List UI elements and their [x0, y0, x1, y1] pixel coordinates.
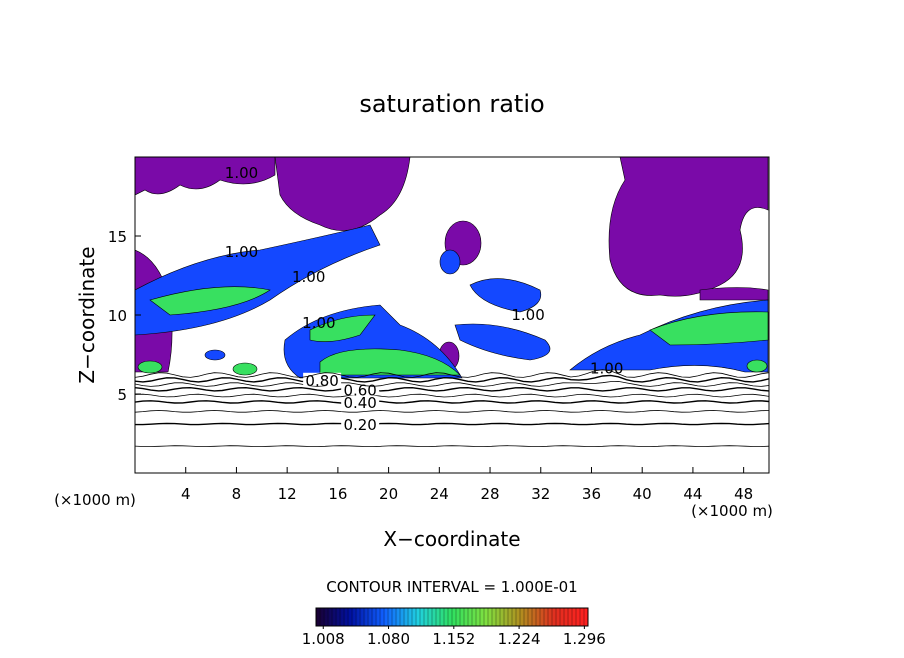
- x-tick-label: 16: [328, 485, 347, 503]
- contour-label-bg: [303, 372, 342, 386]
- y-axis-label: Z−coordinate: [75, 246, 99, 383]
- contour-line: [135, 410, 769, 413]
- y-tick-label: 5: [117, 386, 127, 404]
- x-tick-label: 44: [683, 485, 702, 503]
- x-tick-label: 24: [430, 485, 449, 503]
- colorbar-tick-label: 1.224: [498, 630, 541, 648]
- contour-label: 0.80: [305, 372, 338, 390]
- contour-line: [135, 445, 769, 447]
- y-tick-label: 10: [108, 307, 127, 325]
- x-tick-label: 4: [181, 485, 191, 503]
- contour-label: 0.40: [343, 394, 376, 412]
- contour-label-bg: [341, 417, 380, 431]
- x-tick-label: 32: [531, 485, 550, 503]
- contour-line: [135, 422, 769, 426]
- x-tick-label: 20: [379, 485, 398, 503]
- y-tick-label: 15: [108, 228, 127, 246]
- colorbar-tick-label: 1.008: [302, 630, 345, 648]
- contour-label: 1.00: [225, 164, 258, 182]
- y-unit: (×1000 m): [54, 491, 136, 509]
- x-tick-label: 12: [278, 485, 297, 503]
- colorbar-tick-label: 1.080: [367, 630, 410, 648]
- contour-label-bg: [341, 394, 380, 408]
- contour-label: 1.00: [292, 268, 325, 286]
- x-tick-label: 28: [480, 485, 499, 503]
- contour-line: [135, 400, 769, 404]
- x-unit: (×1000 m): [691, 502, 773, 520]
- contour-label: 1.00: [511, 306, 544, 324]
- contour-label: 1.00: [302, 314, 335, 332]
- contour-line: [135, 393, 769, 398]
- contour-line: [135, 374, 769, 383]
- chart-title: saturation ratio: [359, 90, 544, 118]
- contour-line: [135, 386, 769, 392]
- contour-label: 0.60: [343, 381, 376, 399]
- x-tick-label: 36: [582, 485, 601, 503]
- x-tick-label: 8: [232, 485, 242, 503]
- colorbar-tick-label: 1.296: [563, 630, 606, 648]
- contour-interval: CONTOUR INTERVAL = 1.000E-01: [326, 578, 577, 596]
- field: [135, 157, 769, 379]
- x-tick-label: 40: [633, 485, 652, 503]
- x-axis-label: X−coordinate: [383, 527, 520, 551]
- contour-line: [135, 380, 769, 387]
- contour-label: 1.00: [225, 243, 258, 261]
- contour-label-bg: [341, 382, 380, 396]
- contour-label: 1.00: [590, 360, 623, 378]
- contour-label: 0.20: [343, 416, 376, 434]
- contour-line: [135, 369, 769, 378]
- x-tick-label: 48: [734, 485, 753, 503]
- colorbar-tick-label: 1.152: [432, 630, 475, 648]
